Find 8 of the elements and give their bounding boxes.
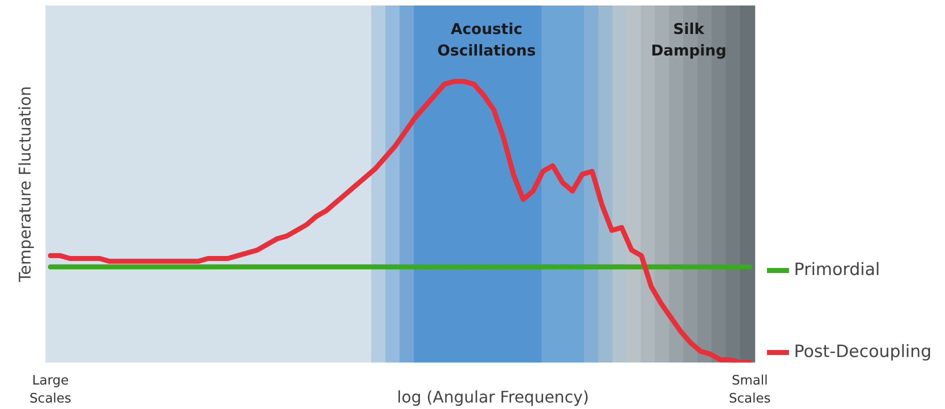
x-axis-title: log (Angular Frequency) — [397, 388, 589, 406]
text: Acoustic Oscillations — [437, 20, 536, 60]
legend-label: Primordial — [794, 260, 880, 280]
y-axis-title: Temperature Fluctuation — [16, 86, 34, 283]
x-tick-label: Large Scales — [30, 374, 72, 406]
x-tick-label: Small Scales — [728, 374, 771, 406]
text: Silk Damping — [650, 20, 726, 60]
legend-label: Post-Decoupling — [794, 342, 932, 362]
